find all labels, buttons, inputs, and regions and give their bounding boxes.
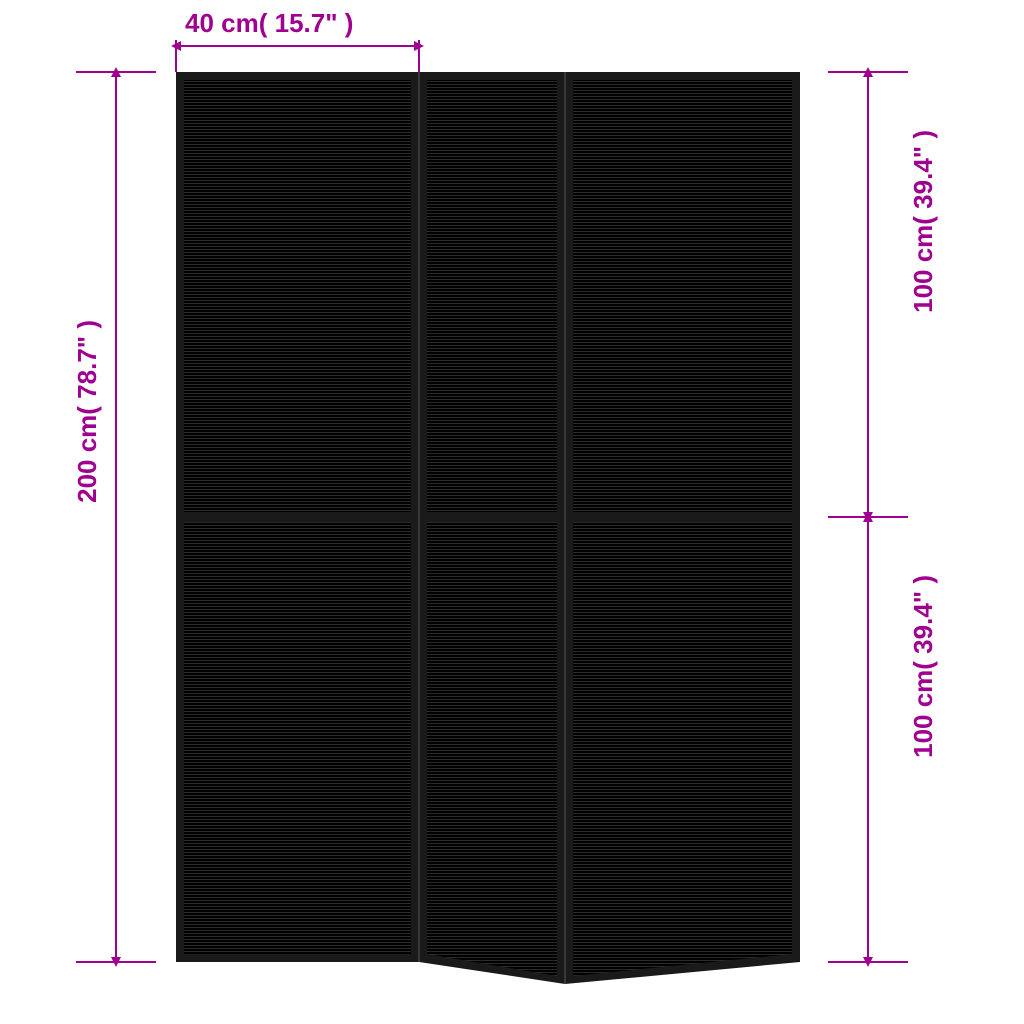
dim-label-width: 40 cm( 15.7" ) [185, 8, 353, 39]
dim-label-height: 200 cm( 78.7" ) [72, 320, 103, 503]
dim-label-lower: 100 cm( 39.4" ) [908, 575, 939, 758]
diagram-canvas [0, 0, 1024, 1024]
dim-label-upper: 100 cm( 39.4" ) [908, 130, 939, 313]
